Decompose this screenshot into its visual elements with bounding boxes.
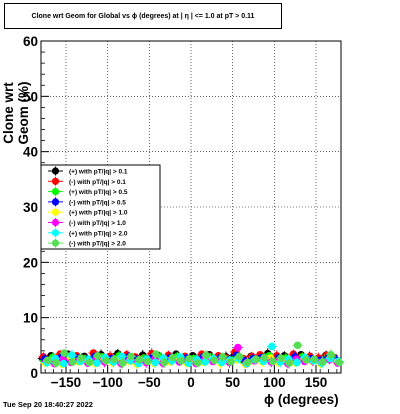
data-point: [210, 356, 219, 365]
data-point: [218, 358, 226, 367]
legend-entry: (-) with pT/|q| > 2.0: [48, 238, 126, 248]
x-tick-label: −100: [92, 375, 122, 390]
legend-entry: (-) with pT/|q| > 1.0: [48, 218, 126, 227]
legend-entry: (+) with pT/|q| > 1.0: [48, 207, 128, 217]
legend-label: (+) with pT/|q| > 0.1: [69, 169, 128, 176]
data-point: [185, 354, 194, 363]
footer-timestamp: Tue Sep 20 18:40:27 2022: [3, 400, 93, 409]
data-point: [202, 351, 210, 360]
series-8: [42, 341, 345, 369]
y-tick-label: 20: [23, 255, 38, 270]
x-tick-label: −150: [51, 375, 81, 390]
data-point: [93, 359, 101, 367]
data-point: [68, 358, 77, 366]
chart-title-box: Clone wrt Geom for Global vs ϕ (degrees)…: [4, 3, 282, 29]
y-tick-label: 0: [30, 366, 38, 381]
legend-marker: [51, 198, 60, 206]
legend-label: (-) with pT/|q| > 1.0: [69, 220, 126, 227]
data-point: [177, 357, 185, 365]
data-point: [151, 358, 160, 367]
chart-title: Clone wrt Geom for Global vs ϕ (degrees)…: [31, 12, 255, 20]
data-point: [110, 355, 119, 363]
data-point: [218, 353, 227, 361]
data-point: [318, 358, 327, 366]
data-point: [268, 342, 276, 351]
data-point: [234, 343, 242, 352]
data-point: [293, 358, 301, 367]
legend-label: (-) with pT/|q| > 2.0: [69, 241, 126, 248]
legend-entry: (+) with pT/|q| > 0.1: [48, 166, 128, 176]
data-point: [85, 358, 94, 367]
legend-entry: (+) with pT/|q| > 0.5: [48, 187, 128, 197]
data-point: [52, 359, 60, 367]
x-axis-label: ϕ (degrees): [264, 392, 339, 407]
x-tick-label: 150: [305, 375, 328, 390]
y-tick-label: 40: [23, 145, 38, 160]
data-point: [243, 358, 252, 367]
x-tick-label: 0: [187, 375, 195, 390]
data-point: [60, 349, 69, 357]
data-point: [235, 352, 244, 361]
legend-entry: (-) with pT/|q| > 0.5: [48, 197, 126, 207]
data-point: [135, 355, 144, 364]
data-point: [302, 355, 310, 364]
legend-label: (-) with pT/|q| > 0.1: [69, 179, 126, 186]
data-point: [293, 341, 302, 350]
data-point: [127, 352, 135, 361]
legend-marker: [51, 239, 60, 247]
data-point: [252, 355, 260, 363]
legend-entry: (+) with pT/|q| > 2.0: [48, 228, 128, 238]
data-point: [102, 357, 110, 365]
data-point: [327, 350, 335, 359]
legend-marker: [51, 229, 60, 237]
y-tick-label: 10: [23, 311, 38, 326]
data-point: [260, 353, 269, 362]
legend-label: (-) with pT/|q| > 0.5: [69, 199, 126, 206]
y-tick-label: 60: [23, 34, 38, 49]
data-point: [143, 357, 152, 366]
legend-marker: [51, 208, 60, 216]
y-tick-label: 50: [23, 89, 38, 104]
data-point: [68, 351, 76, 360]
legend-label: (+) with pT/|q| > 1.0: [69, 210, 128, 217]
data-point: [335, 358, 344, 367]
data-point: [43, 356, 52, 365]
data-point: [201, 358, 210, 366]
legend-marker: [51, 218, 60, 227]
data-point: [160, 358, 169, 367]
y-tick-label: 30: [23, 200, 38, 215]
data-point: [285, 359, 294, 367]
data-point: [93, 352, 102, 360]
data-point: [152, 350, 160, 358]
data-point: [118, 352, 126, 361]
data-point: [310, 355, 319, 363]
x-tick-label: 50: [225, 375, 240, 390]
legend-marker: [51, 167, 60, 175]
data-point: [277, 354, 285, 362]
legend-label: (+) with pT/|q| > 0.5: [69, 189, 128, 196]
x-tick-label: 100: [263, 375, 286, 390]
legend-label: (+) with pT/|q| > 2.0: [69, 230, 128, 237]
data-point: [118, 359, 127, 367]
data-point: [268, 357, 277, 366]
data-point: [77, 354, 85, 362]
legend-marker: [51, 188, 60, 196]
legend-entry: (-) with pT/|q| > 0.1: [48, 176, 126, 186]
legend-box: [40, 164, 161, 250]
legend-marker: [51, 177, 60, 185]
x-tick-label: −50: [138, 375, 161, 390]
data-point: [59, 359, 68, 368]
data-point: [227, 358, 235, 366]
data-point: [168, 353, 177, 362]
data-point: [193, 359, 202, 367]
